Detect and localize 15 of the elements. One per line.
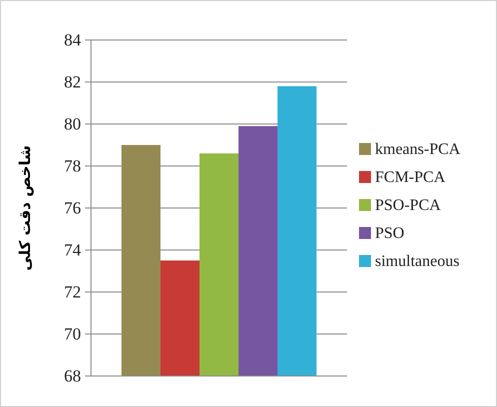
legend-label: FCM-PCA bbox=[375, 169, 446, 186]
y-tick-label: 84 bbox=[64, 30, 82, 50]
y-tick-label: 82 bbox=[64, 72, 81, 92]
legend-label: PSO bbox=[375, 225, 404, 242]
y-tick-label: 68 bbox=[64, 366, 81, 386]
y-tick-label: 76 bbox=[64, 198, 81, 218]
y-tick-label: 74 bbox=[64, 240, 82, 260]
y-tick-label: 80 bbox=[64, 114, 81, 134]
legend-label: PSO-PCA bbox=[375, 197, 442, 214]
y-axis-title: شاخص دقت کلی bbox=[16, 145, 34, 271]
y-tick-label: 72 bbox=[64, 282, 81, 302]
legend-label: simultaneous bbox=[375, 253, 460, 270]
y-tick-label: 78 bbox=[64, 156, 81, 176]
legend-label: kmeans-PCA bbox=[375, 141, 461, 158]
y-tick-label: 70 bbox=[64, 324, 81, 344]
